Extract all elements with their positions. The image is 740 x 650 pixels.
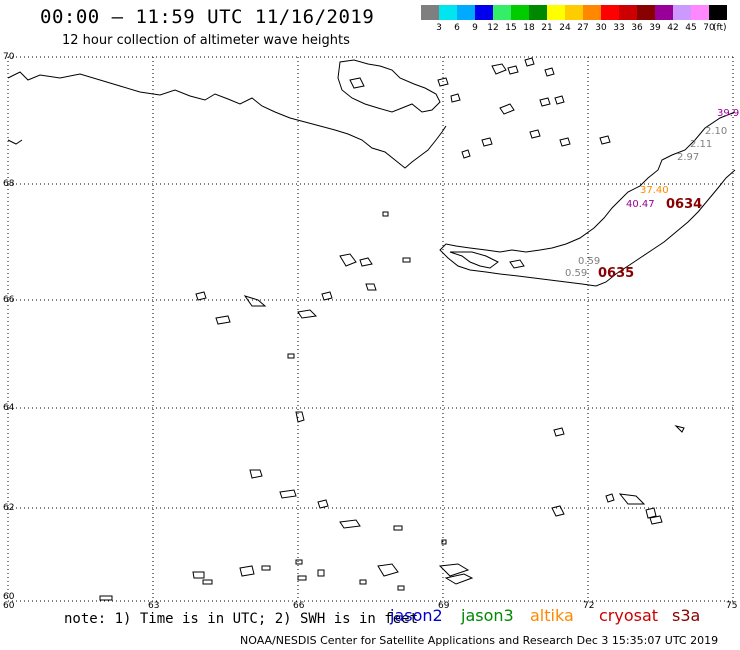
legend-swatch <box>637 5 655 20</box>
legend-label: 6 <box>454 23 460 33</box>
satellite-altika: altika <box>530 606 574 625</box>
legend-label: 24 <box>559 23 571 33</box>
lat-label: 70 <box>3 52 15 62</box>
legend-swatch <box>601 5 619 20</box>
credit-line: NOAA/NESDIS Center for Satellite Applica… <box>240 634 719 647</box>
lon-label: 66 <box>293 601 305 611</box>
satellite-jason2: jason2 <box>390 606 443 625</box>
legend-label: 18 <box>523 23 535 33</box>
satellite-jason3: jason3 <box>461 606 514 625</box>
legend-label: 36 <box>631 23 643 33</box>
legend-label: 3 <box>436 23 442 33</box>
swh-observation: 0.59 <box>578 256 601 267</box>
swh-observation: 0.59 <box>565 268 588 279</box>
legend-swatch <box>709 5 727 20</box>
legend-swatch <box>529 5 547 20</box>
lon-label: 72 <box>583 601 595 611</box>
track-time-label: 0634 <box>666 197 703 212</box>
legend-unit: (ft) <box>713 23 727 33</box>
legend-swatch <box>583 5 601 20</box>
satellite-s3a: s3a <box>672 606 701 625</box>
legend-swatch <box>547 5 565 20</box>
swh-observation: 40.47 <box>626 199 655 210</box>
legend-label: 15 <box>505 23 517 33</box>
track-time-label: 0635 <box>598 266 635 281</box>
legend-label: 70 <box>703 23 715 33</box>
legend-label: 12 <box>487 23 499 33</box>
lat-label: 64 <box>3 403 15 413</box>
legend-swatch <box>673 5 691 20</box>
swh-observation: 37.40 <box>640 185 669 196</box>
lon-label: 69 <box>438 601 450 611</box>
lon-label: 75 <box>726 601 738 611</box>
legend-swatch <box>457 5 475 20</box>
lon-label: 60 <box>3 601 15 611</box>
lat-label: 66 <box>3 295 15 305</box>
legend-swatch <box>511 5 529 20</box>
legend-swatch <box>565 5 583 20</box>
legend-swatch <box>421 5 439 20</box>
legend-swatch <box>619 5 637 20</box>
legend-swatch <box>439 5 457 20</box>
swh-observation: 2.11 <box>690 139 713 150</box>
lat-label: 68 <box>3 179 15 189</box>
legend-label: 9 <box>472 23 478 33</box>
swh-observation: 2.97 <box>677 152 700 163</box>
footer-note: note: 1) Time is in UTC; 2) SWH is in fe… <box>64 611 419 627</box>
legend-label: 21 <box>541 23 553 33</box>
map-subtitle: 12 hour collection of altimeter wave hei… <box>62 33 350 48</box>
legend-label: 33 <box>613 23 625 33</box>
legend-label: 42 <box>667 23 679 33</box>
legend-label: 30 <box>595 23 607 33</box>
map-title: 00:00 – 11:59 UTC 11/16/2019 <box>40 6 375 28</box>
coastline <box>7 57 736 601</box>
swh-observation: 2.10 <box>705 126 728 137</box>
legend-label: 39 <box>649 23 661 33</box>
legend-label: 45 <box>685 23 697 33</box>
legend-swatch <box>475 5 493 20</box>
legend-swatch <box>655 5 673 20</box>
legend-label: 27 <box>577 23 589 33</box>
legend-swatch <box>493 5 511 20</box>
lat-label: 62 <box>3 503 15 513</box>
satellite-cryosat: cryosat <box>599 606 659 625</box>
lat-label: 60 <box>3 592 15 602</box>
graticule <box>7 56 735 602</box>
legend-swatch <box>691 5 709 20</box>
lon-label: 63 <box>148 601 160 611</box>
swh-observation: 39.9 <box>717 108 740 119</box>
